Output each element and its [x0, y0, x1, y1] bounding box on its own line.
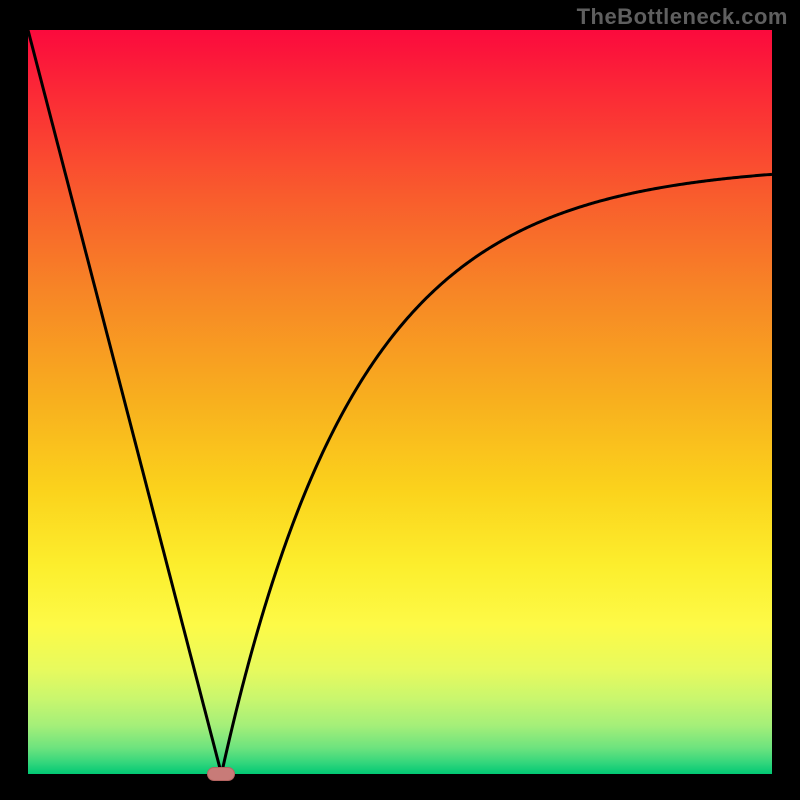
curve-layer [28, 30, 772, 774]
chart-container: TheBottleneck.com [0, 0, 800, 800]
minimum-marker [207, 767, 235, 781]
plot-area [28, 30, 772, 774]
watermark-text: TheBottleneck.com [577, 4, 788, 30]
bottleneck-curve [28, 30, 772, 774]
